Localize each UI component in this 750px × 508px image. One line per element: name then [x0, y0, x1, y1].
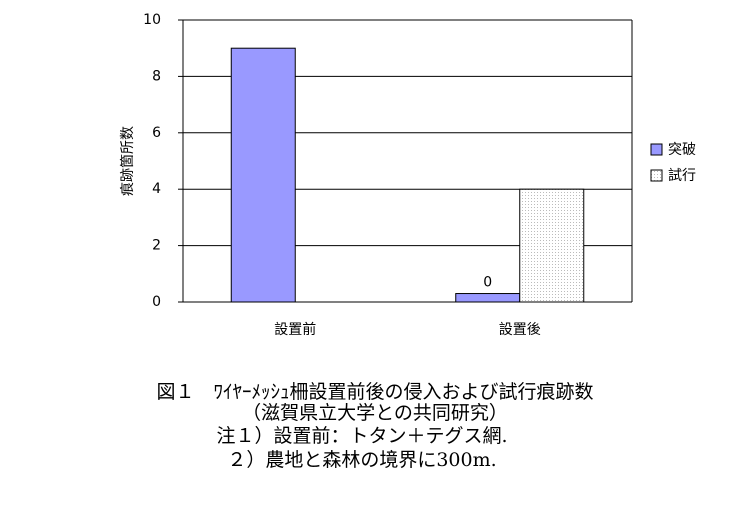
legend-swatch: [650, 143, 663, 156]
caption: 図１ ﾜｲﾔｰﾒｯｼｭ柵設置前後の侵入および試行痕跡数: [156, 381, 593, 403]
caption: ２）農地と森林の境界に300m.: [227, 449, 496, 471]
caption: （滋賀県立大学との共同研究）: [242, 402, 508, 424]
y-tick-label: 4: [152, 181, 161, 197]
y-tick-label: 2: [152, 238, 161, 254]
legend-label: 試行: [668, 168, 696, 184]
x-tick-label: 設置後: [499, 322, 541, 338]
y-tick-label: 6: [152, 125, 161, 141]
data-label: 0: [483, 275, 492, 291]
bar: [519, 188, 585, 303]
bar: [230, 47, 296, 303]
y-tick-label: 8: [152, 68, 161, 84]
caption: 注１）設置前：トタン＋テグス網.: [216, 425, 507, 447]
y-tick-label: 0: [152, 294, 161, 310]
x-tick-label: 設置前: [274, 321, 316, 338]
legend-swatch: [650, 169, 663, 182]
legend-label: 突破: [668, 142, 696, 158]
bar: [455, 293, 521, 303]
y-tick-label: 10: [143, 12, 161, 28]
y-axis-label: 痕跡箇所数: [119, 126, 136, 196]
